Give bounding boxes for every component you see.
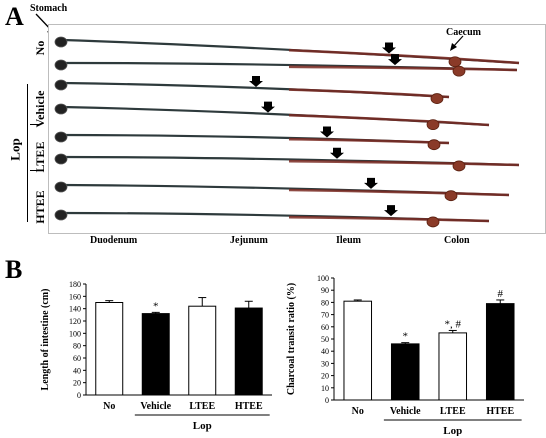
y-tick-label: 0 <box>77 391 81 400</box>
bar <box>234 307 263 396</box>
panel-letter-b: B <box>5 255 23 284</box>
intestine-colon-segment <box>288 65 518 72</box>
bar <box>390 343 420 401</box>
y-tick-label: 20 <box>73 379 81 388</box>
caecum-blob <box>444 190 458 202</box>
category-label: Vehicle <box>390 406 421 417</box>
charcoal-front-arrow-icon <box>364 177 378 189</box>
y-tick-label: 120 <box>69 317 81 326</box>
stomach-blob <box>54 131 68 143</box>
y-tick-label: 70 <box>321 311 329 320</box>
category-label: HTEE <box>235 401 263 412</box>
stomach-blob <box>54 103 68 115</box>
segment-label-ileum: Ileum <box>336 235 361 246</box>
category-label: Vehicle <box>140 401 171 412</box>
caecum-label: Caecum <box>446 27 481 38</box>
charcoal-front-arrow-icon <box>384 205 398 217</box>
intestine-colon-segment <box>288 48 520 65</box>
y-tick-label: 80 <box>73 342 81 351</box>
group-label: Lop <box>443 425 462 436</box>
group-label-no: No <box>33 40 47 56</box>
y-tick-label: 10 <box>321 384 329 393</box>
significance-label: * <box>403 331 409 343</box>
stomach-label: Stomach <box>30 3 68 14</box>
significance-label: * <box>153 300 159 312</box>
stomach-blob <box>54 209 68 221</box>
stomach-blob <box>54 36 68 48</box>
separator-line <box>30 124 40 125</box>
stomach-blob <box>54 59 68 71</box>
intestine-colon-segment <box>288 188 510 197</box>
y-tick-label: 20 <box>321 372 329 381</box>
significance-label: # <box>498 288 504 300</box>
caecum-blob <box>430 93 444 104</box>
bar <box>343 300 373 401</box>
stomach-blob <box>54 79 68 91</box>
category-label: LTEE <box>189 401 215 412</box>
y-tick-label: 100 <box>317 274 329 283</box>
group-label-htee: HTEE <box>33 190 47 224</box>
intestine-colon-segment <box>288 159 520 167</box>
caecum-blob <box>427 139 441 151</box>
y-tick-label: 0 <box>325 396 329 405</box>
group-label-lop: Lop <box>7 138 23 161</box>
y-tick-label: 60 <box>73 354 81 363</box>
group-label: Lop <box>193 420 212 432</box>
category-label: No <box>352 406 364 417</box>
category-label: LTEE <box>440 406 466 417</box>
bar <box>438 332 468 401</box>
stomach-blob <box>54 181 68 193</box>
y-tick-label: 60 <box>321 323 329 332</box>
y-tick-label: 100 <box>69 329 81 338</box>
charcoal-front-arrow-icon <box>388 54 402 66</box>
intestine-photo-canvas <box>54 36 520 228</box>
y-tick-label: 140 <box>69 305 81 314</box>
charcoal-front-arrow-icon <box>330 147 344 159</box>
group-label-vehicle: Vehicle <box>33 90 47 128</box>
y-tick-label: 160 <box>69 292 81 301</box>
caecum-blob <box>452 65 466 77</box>
charcoal-transit-chart: 0 10 20 30 40 50 60 70 80 90 100 Charcoal transit r… <box>286 274 524 436</box>
charcoal-front-arrow-icon <box>261 101 275 113</box>
charcoal-front-arrow-icon <box>382 42 396 54</box>
category-label: No <box>103 401 115 412</box>
intestine-colon-segment <box>288 137 450 145</box>
panel-letter-a: A <box>5 2 24 31</box>
segment-label-jejunum: Jejunum <box>230 235 268 246</box>
intestine-photo <box>48 24 546 234</box>
charcoal-front-arrow-icon <box>249 76 263 87</box>
y-tick-label: 40 <box>73 366 81 375</box>
intestine-colon-segment <box>288 88 450 99</box>
significance-label: *, # <box>445 318 462 330</box>
caecum-blob <box>452 160 466 172</box>
group-label-ltee: LTEE <box>33 141 47 173</box>
y-axis-label: Length of intestine (cm) <box>40 289 51 391</box>
lop-bracket-line <box>27 84 28 222</box>
intestine-length-chart: 0 20 40 60 80 100 120 140 160 180 Length of intest… <box>40 280 272 432</box>
charcoal-front-arrow-icon <box>320 126 334 138</box>
caecum-blob <box>448 56 462 68</box>
intestine-colon-segment <box>288 215 490 223</box>
bar <box>95 302 124 396</box>
y-tick-label: 30 <box>321 359 329 368</box>
y-tick-label: 180 <box>69 280 81 289</box>
y-tick-label: 90 <box>321 286 329 295</box>
separator-line <box>30 170 40 171</box>
category-label: HTEE <box>486 406 514 417</box>
bar <box>485 303 515 401</box>
y-tick-label: 50 <box>321 335 329 344</box>
bar <box>141 313 170 396</box>
caecum-blob <box>426 119 440 131</box>
y-axis-label: Charcoal transit ratio (%) <box>286 283 297 395</box>
caecum-arrow-icon <box>450 35 464 51</box>
intestine-colon-segment <box>288 113 490 127</box>
y-tick-label: 40 <box>321 347 329 356</box>
segment-label-colon: Colon <box>444 235 470 246</box>
segment-label-duodenum: Duodenum <box>90 235 138 246</box>
bar <box>188 305 217 396</box>
y-tick-label: 80 <box>321 298 329 307</box>
caecum-blob <box>426 216 440 228</box>
stomach-blob <box>54 153 68 165</box>
